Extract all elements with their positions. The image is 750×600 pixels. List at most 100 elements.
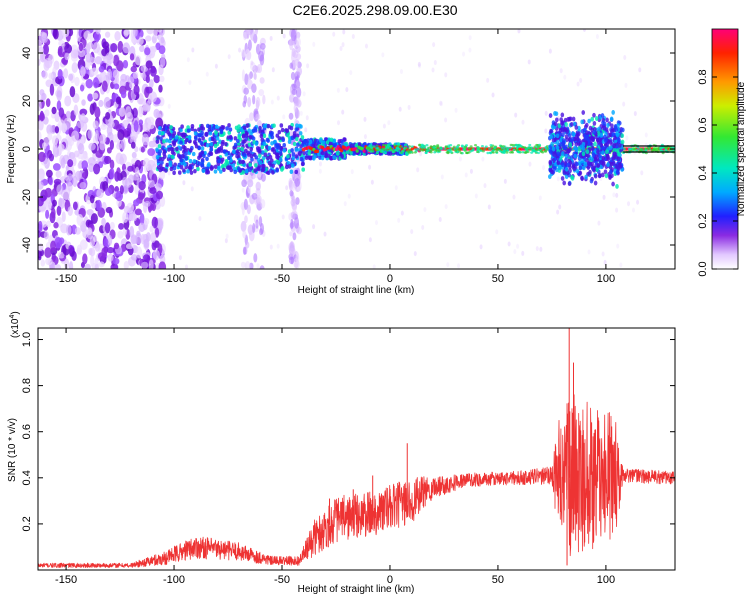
spectrogram-cell — [105, 111, 111, 120]
spectrogram-cell — [340, 154, 344, 159]
spectrogram-cell — [217, 158, 221, 164]
spectrogram-cell — [564, 134, 569, 139]
spectrogram-cell — [527, 146, 531, 149]
spectrogram-cell — [260, 199, 266, 209]
spectrogram-cell — [125, 243, 134, 250]
spectrogram-cell — [290, 148, 294, 153]
spectrogram-cell — [160, 160, 164, 165]
spectrogram-cell — [455, 146, 459, 149]
spectrogram-cell — [294, 154, 299, 159]
spectrogram-cell — [95, 150, 103, 158]
spectrogram-cell — [381, 151, 385, 154]
spectrogram-cell — [474, 193, 478, 199]
spectrogram-cell — [506, 146, 510, 150]
spectrogram-cell — [579, 77, 583, 83]
spectrogram-cell — [487, 204, 491, 210]
spectrogram-cell — [246, 152, 251, 157]
spectrogram-cell — [129, 53, 135, 61]
spectrogram-cell — [306, 63, 310, 69]
x-tick-label: 50 — [492, 273, 504, 285]
spectrogram-cell — [394, 148, 398, 152]
spectrogram-cell — [368, 144, 372, 147]
spectrogram-cell — [188, 158, 193, 164]
spectrogram-cell — [205, 143, 210, 148]
spectrogram-cell — [214, 63, 218, 69]
spectrogram-cell — [109, 221, 115, 230]
spectrogram-cell — [307, 151, 312, 156]
spectrogram-cell — [141, 261, 149, 269]
spectrogram-cell — [395, 146, 399, 150]
spectrogram-cell — [570, 175, 575, 181]
spectrogram-cell — [605, 117, 609, 123]
spectrogram-cell — [582, 165, 586, 171]
spectrogram-cell — [342, 29, 346, 35]
spectrogram-cell — [104, 187, 113, 196]
spectrogram-cell — [275, 168, 279, 173]
spectrogram-cell — [184, 264, 188, 269]
spectrogram-cell — [586, 161, 591, 166]
spectrogram-cell — [270, 99, 274, 105]
spectrogram-cell — [418, 149, 422, 152]
spectrogram-cell — [276, 95, 280, 101]
spectrogram-cell — [246, 204, 251, 215]
spectrogram-cell — [241, 69, 245, 82]
spectrogram-cell — [345, 149, 350, 155]
spectrogram-cell — [291, 155, 296, 161]
spectrogram-cell — [334, 147, 339, 152]
spectrogram-cell — [112, 69, 120, 79]
spectrogram-cell — [457, 263, 461, 269]
snr-spikes — [329, 328, 575, 566]
spectrogram-cell — [588, 125, 593, 131]
y-tick-label: 0 — [21, 146, 33, 152]
spectrogram-cell — [56, 205, 62, 216]
spectrogram-cell — [241, 133, 246, 138]
spectrogram-cell — [138, 98, 147, 105]
spectrogram-cell — [611, 156, 616, 162]
spectrogram-cell — [385, 146, 389, 150]
spectrogram-cell — [294, 147, 299, 152]
spectrogram-cell — [290, 218, 294, 230]
spectrogram-cell — [260, 37, 266, 46]
spectrogram-cell — [517, 150, 521, 154]
spectrogram-cell — [294, 60, 299, 71]
spectrogram-cell — [519, 144, 523, 148]
spectrogram-cell — [187, 134, 192, 140]
spectrogram-cell — [282, 33, 286, 39]
spectrogram-cell — [277, 129, 282, 135]
spectrogram-cell — [253, 72, 257, 81]
spectrogram-cell — [57, 45, 63, 56]
spectrogram-cell — [289, 241, 295, 252]
spectrogram-cell — [260, 144, 265, 150]
spectrogram-cell — [528, 161, 532, 167]
spectrogram-cell — [267, 160, 272, 166]
spectrogram-cell — [245, 29, 252, 35]
spectrogram-cell — [292, 232, 297, 241]
spectrogram-cell — [271, 67, 275, 73]
spectrogram-cell — [247, 73, 252, 80]
spectrogram-cell — [507, 241, 511, 247]
spectrogram-cell — [165, 138, 169, 143]
spectrogram-cell — [553, 111, 557, 116]
spectrogram-cell — [315, 149, 320, 154]
spectrogram-cell — [281, 214, 285, 220]
spectrogram-cell — [50, 240, 56, 252]
spectrogram-cell — [153, 74, 161, 84]
spectrogram-cell — [278, 157, 283, 162]
spectrogram-cell — [143, 217, 150, 225]
spectrogram-cell — [122, 42, 131, 54]
spectrogram-cell — [193, 131, 198, 136]
spectrogram-cell — [148, 78, 154, 88]
spectrogram-cell — [249, 29, 256, 41]
spectrogram-cell — [276, 145, 281, 150]
spectrogram-cell — [158, 126, 162, 131]
spectrogram-cell — [87, 41, 94, 50]
spectrogram-cell — [94, 56, 103, 65]
spectrogram-cell — [538, 143, 542, 147]
spectrogram-cell — [58, 143, 65, 152]
spectrogram-cell — [115, 96, 122, 105]
spectrogram-cell — [159, 75, 165, 83]
spectrogram-cell — [262, 123, 267, 129]
spectrogram-cell — [238, 47, 242, 53]
spectrogram-cell — [76, 214, 84, 226]
spectrogram-cell — [93, 163, 101, 175]
